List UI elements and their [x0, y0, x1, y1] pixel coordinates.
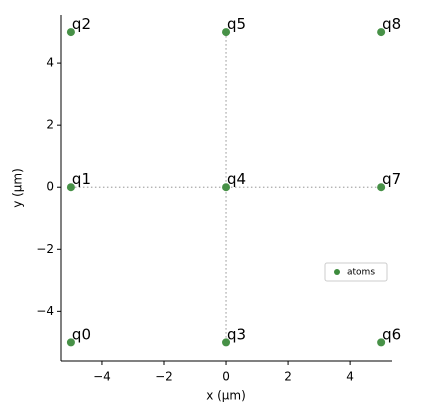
atom-point [66, 338, 75, 347]
atom-point [377, 338, 386, 347]
y-tick-label: 4 [46, 56, 54, 70]
atom-point [377, 28, 386, 37]
atom-label: q2 [72, 15, 91, 33]
x-tick-label: 2 [284, 370, 292, 384]
x-axis-label: x (μm) [206, 389, 246, 403]
atom-label: q4 [227, 170, 246, 188]
atom-point [222, 183, 231, 192]
atom-label: q6 [382, 325, 401, 343]
atom-label: q8 [382, 15, 401, 33]
atom-label: q3 [227, 325, 246, 343]
atom-label: q5 [227, 15, 246, 33]
y-tick-label: −2 [36, 242, 54, 256]
atom-point [222, 28, 231, 37]
y-tick-label: 0 [46, 180, 54, 194]
atom-point [66, 28, 75, 37]
legend-box [324, 262, 388, 282]
atom-label: q0 [72, 325, 91, 343]
x-tick-label: −2 [155, 370, 173, 384]
atom-label: q7 [382, 170, 401, 188]
x-tick-label: −4 [93, 370, 111, 384]
atom-point [222, 338, 231, 347]
legend-entry: atoms [347, 268, 375, 278]
y-axis-label: y (μm) [11, 168, 25, 208]
y-tick-label: −4 [36, 304, 54, 318]
x-tick-label: 4 [346, 370, 354, 384]
atom-point [66, 183, 75, 192]
x-tick-label: 0 [222, 370, 230, 384]
atom-label: q1 [72, 170, 91, 188]
atom-point [377, 183, 386, 192]
legend-marker [334, 269, 340, 275]
y-tick-label: 2 [46, 118, 54, 132]
